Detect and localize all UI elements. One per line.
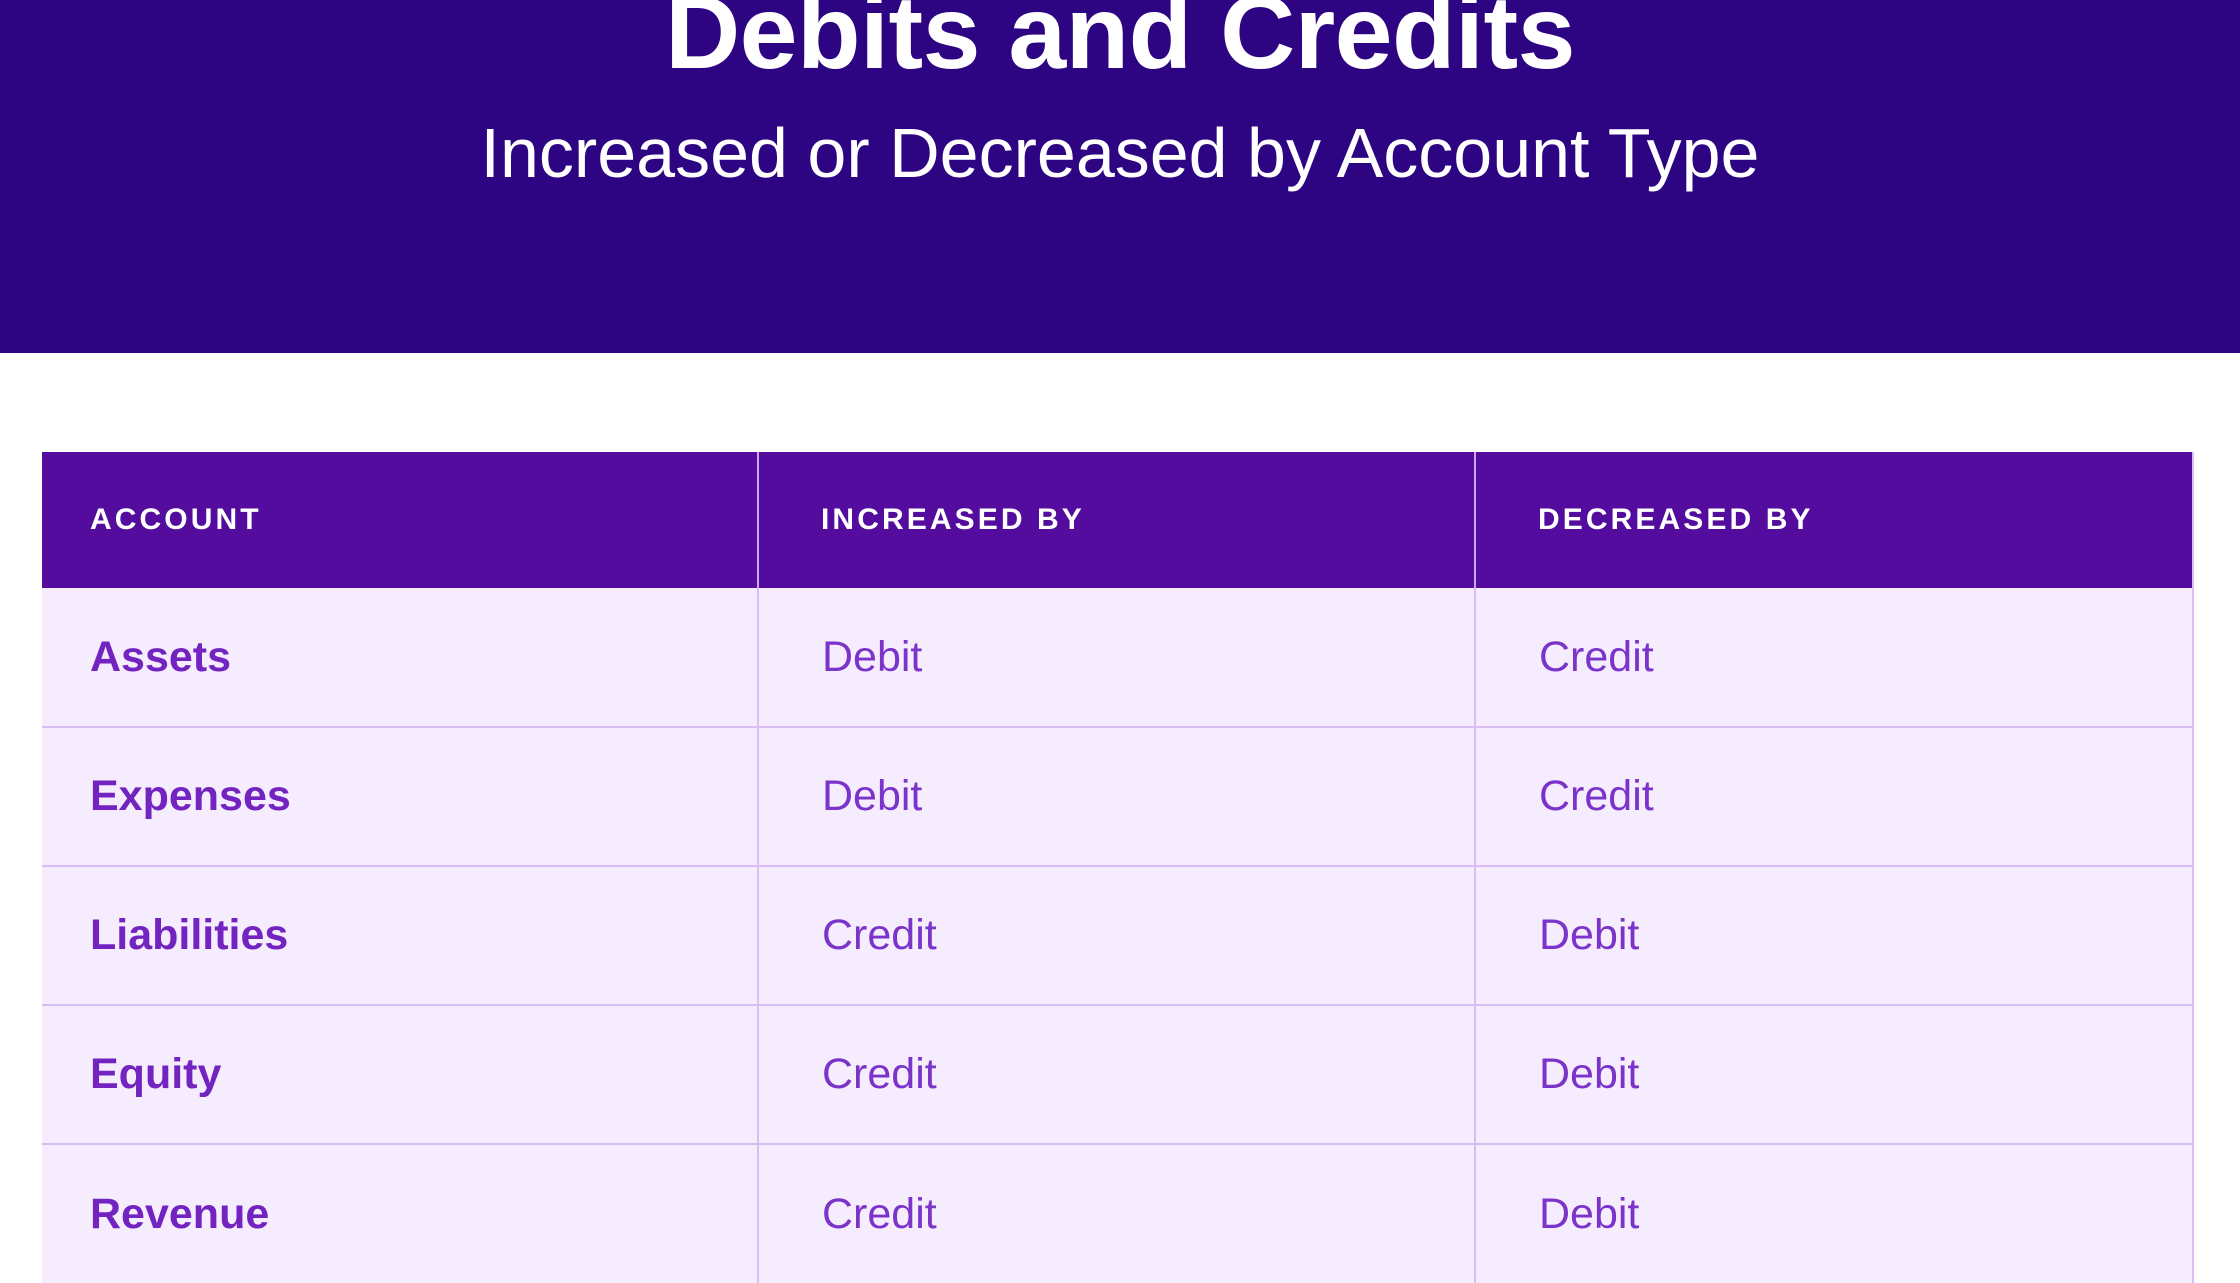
- cell-increased-by: Debit: [758, 727, 1476, 867]
- column-header-increased-by: INCREASED BY: [758, 452, 1476, 588]
- cell-increased-by: Debit: [758, 588, 1476, 728]
- table-header: ACCOUNT INCREASED BY DECREASED BY: [42, 452, 2194, 588]
- cell-decreased-by: Debit: [1475, 1005, 2194, 1145]
- cell-increased-by: Credit: [758, 866, 1476, 1006]
- table-row: Equity Credit Debit: [42, 1005, 2194, 1145]
- cell-decreased-by: Credit: [1475, 588, 2194, 728]
- table-row: Liabilities Credit Debit: [42, 866, 2194, 1006]
- table-header-row: ACCOUNT INCREASED BY DECREASED BY: [42, 452, 2194, 588]
- column-header-decreased-by: DECREASED BY: [1475, 452, 2194, 588]
- banner-text-block: Debits and Credits Increased or Decrease…: [0, 0, 2240, 195]
- cell-decreased-by: Debit: [1475, 1144, 2194, 1283]
- cell-decreased-by: Debit: [1475, 866, 2194, 1006]
- column-header-account: ACCOUNT: [42, 452, 759, 588]
- page-subtitle: Increased or Decreased by Account Type: [480, 113, 1760, 192]
- cell-account: Revenue: [42, 1144, 759, 1283]
- cell-account: Expenses: [42, 727, 759, 867]
- debits-credits-table-wrapper: ACCOUNT INCREASED BY DECREASED BY Assets…: [42, 452, 2194, 1283]
- page-title: Debits and Credits: [665, 0, 1575, 91]
- cell-increased-by: Credit: [758, 1144, 1476, 1283]
- cell-decreased-by: Credit: [1475, 727, 2194, 867]
- table-row: Expenses Debit Credit: [42, 727, 2194, 867]
- table-row: Revenue Credit Debit: [42, 1144, 2194, 1283]
- debits-credits-table: ACCOUNT INCREASED BY DECREASED BY Assets…: [42, 452, 2194, 1283]
- cell-account: Assets: [42, 588, 759, 728]
- cell-account: Liabilities: [42, 866, 759, 1006]
- table-body: Assets Debit Credit Expenses Debit Credi…: [42, 588, 2194, 1283]
- page-header-banner: Debits and Credits Increased or Decrease…: [0, 0, 2240, 353]
- cell-account: Equity: [42, 1005, 759, 1145]
- table-row: Assets Debit Credit: [42, 588, 2194, 728]
- cell-increased-by: Credit: [758, 1005, 1476, 1145]
